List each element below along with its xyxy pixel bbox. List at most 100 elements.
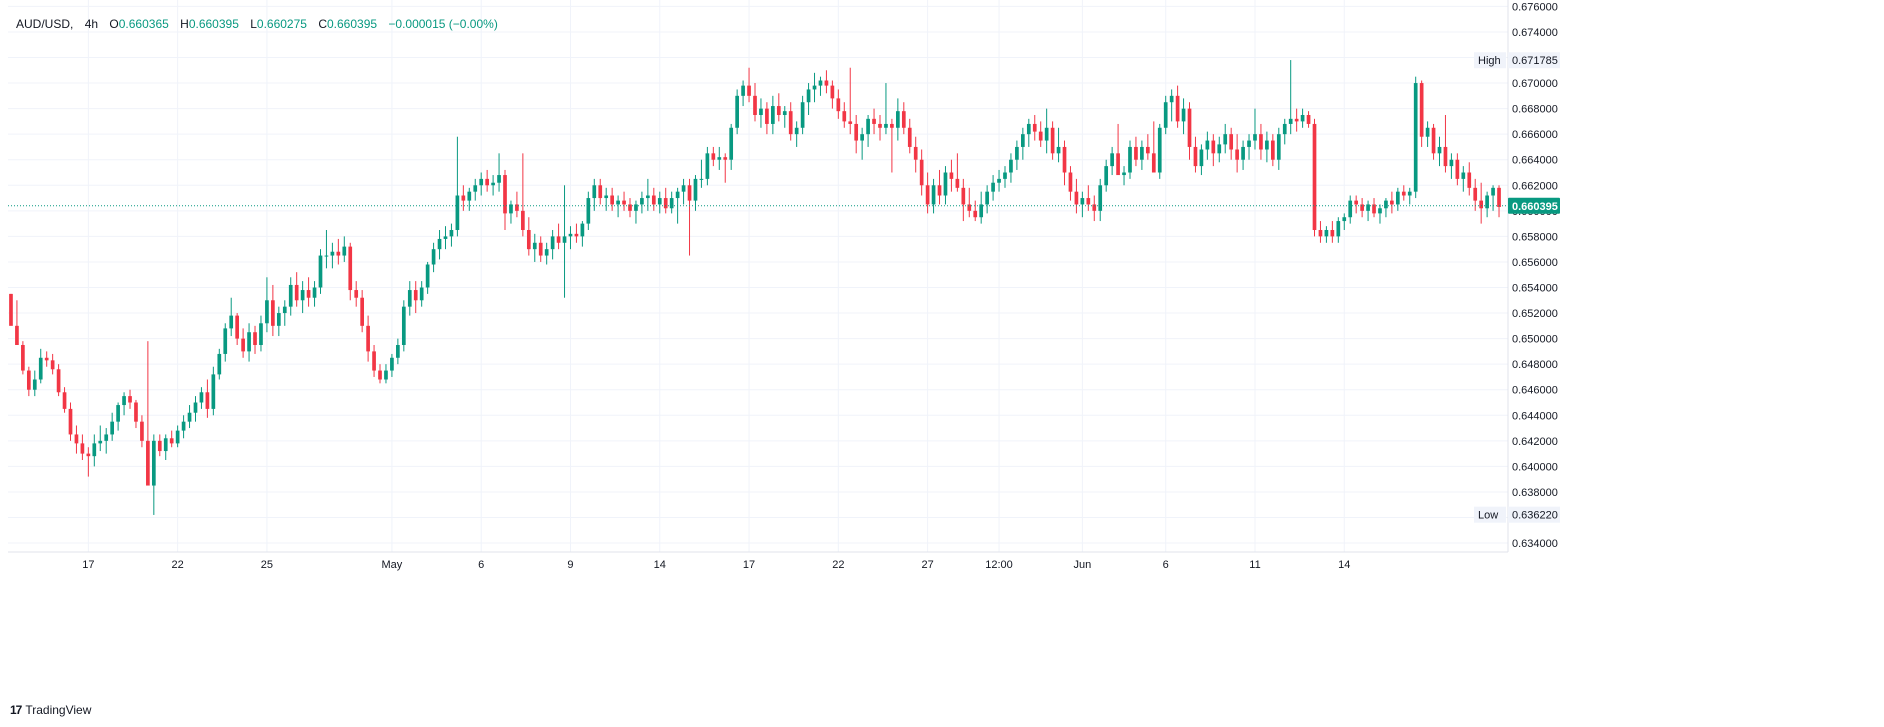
candle — [1312, 118, 1317, 237]
symbol-label[interactable]: AUD/USD, — [16, 17, 74, 31]
candle — [806, 83, 811, 115]
candle — [526, 217, 531, 256]
candle — [479, 172, 484, 196]
candle — [1247, 134, 1251, 160]
low-marker: Low 0.636220 — [1474, 506, 1560, 523]
candle — [1395, 187, 1400, 211]
candle — [169, 430, 174, 448]
candle-body — [1455, 159, 1460, 179]
candle — [574, 223, 579, 243]
candle-body — [1497, 187, 1501, 207]
candle — [1157, 123, 1162, 179]
candle — [336, 238, 341, 265]
low-label: L — [250, 17, 257, 31]
candle — [1342, 213, 1347, 230]
candle — [955, 153, 960, 192]
interval-label[interactable]: 4h — [84, 17, 99, 31]
candle — [407, 281, 412, 316]
candle-body — [1187, 108, 1192, 147]
candle-body — [1401, 191, 1406, 196]
candle-body — [74, 434, 79, 444]
candle-body — [550, 236, 555, 250]
candle-body — [979, 204, 984, 218]
candle — [836, 89, 841, 119]
candle — [1378, 204, 1382, 224]
candle — [657, 191, 662, 214]
candle-body — [1342, 217, 1347, 222]
candle — [1092, 195, 1097, 222]
candle — [1479, 182, 1484, 224]
candle — [586, 191, 591, 230]
candle-body — [473, 185, 478, 192]
candle-body — [568, 233, 573, 237]
candle — [1163, 95, 1168, 135]
time-tick-label: 11 — [1249, 559, 1260, 571]
candle — [32, 370, 37, 397]
candle — [663, 187, 668, 214]
candle-body — [901, 111, 906, 128]
candle — [1467, 162, 1472, 196]
candle — [640, 191, 644, 214]
candle-body — [1384, 200, 1388, 209]
candle — [259, 315, 263, 352]
candles — [9, 60, 1501, 515]
candle-body — [735, 95, 739, 128]
price-tick-label: 0.674000 — [1512, 27, 1558, 39]
candle — [550, 230, 555, 260]
candle — [985, 185, 989, 214]
candle-body — [276, 313, 281, 326]
candle-body — [866, 118, 870, 135]
candle-body — [985, 191, 989, 205]
candle — [1205, 131, 1210, 160]
candle-body — [1086, 198, 1091, 205]
candle-body — [646, 195, 650, 199]
candle-body — [830, 85, 835, 99]
candle-body — [401, 306, 406, 345]
candle-body — [1110, 153, 1114, 167]
candle-body — [913, 146, 918, 160]
candle-body — [586, 198, 591, 224]
candle-body — [324, 255, 329, 257]
candle-body — [812, 85, 817, 90]
price-axis[interactable]: 0.6760000.6740000.6720000.6700000.668000… — [1507, 0, 1558, 552]
candle-body — [491, 182, 495, 186]
candle — [1282, 118, 1287, 145]
candle-body — [574, 233, 579, 237]
tradingview-brand[interactable]: 17 TradingView — [10, 703, 91, 717]
candle — [74, 425, 79, 454]
candle-body — [1395, 191, 1400, 205]
candle-body — [741, 85, 745, 96]
candle — [1068, 166, 1073, 201]
candle — [229, 297, 234, 337]
candle-body — [157, 440, 162, 452]
candle-body — [628, 204, 632, 211]
candle — [580, 221, 585, 247]
candle-body — [1324, 230, 1329, 237]
candle-body — [15, 325, 19, 345]
candle — [1330, 221, 1335, 243]
candle-body — [1390, 200, 1394, 205]
candle — [687, 178, 692, 256]
candle-body — [991, 182, 995, 192]
candle-body — [1050, 127, 1055, 154]
candle-body — [717, 157, 722, 160]
candle-body — [1241, 146, 1245, 160]
candle-body — [348, 246, 353, 291]
candle-body — [604, 195, 609, 199]
candle-body — [455, 195, 460, 230]
candle — [562, 185, 567, 298]
candle — [1401, 185, 1406, 201]
candle-body — [675, 191, 680, 199]
candle-body — [396, 345, 400, 358]
candle-body — [1443, 146, 1448, 167]
time-axis[interactable]: 17 22 25 May 6 9 14 17 22 27 12:00 Jun 6 11 14 — [8, 551, 1508, 571]
candle — [1062, 140, 1067, 186]
candle-body — [419, 287, 424, 301]
candle-body — [1288, 118, 1293, 124]
candle-body — [1199, 149, 1204, 167]
candle-body — [479, 178, 484, 186]
price-tick-label: 0.664000 — [1512, 155, 1558, 167]
candle — [1199, 144, 1204, 176]
candle — [919, 149, 924, 196]
